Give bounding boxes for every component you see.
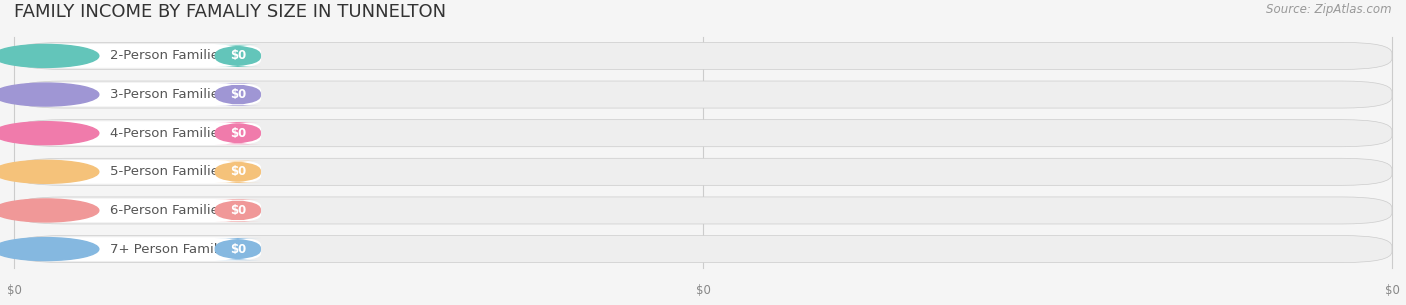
Text: $0: $0 [229, 165, 246, 178]
FancyBboxPatch shape [14, 42, 1392, 70]
Text: $0: $0 [7, 284, 21, 297]
FancyBboxPatch shape [215, 84, 262, 106]
FancyBboxPatch shape [215, 238, 262, 260]
Text: $0: $0 [229, 49, 246, 63]
Circle shape [0, 45, 98, 67]
FancyBboxPatch shape [30, 121, 262, 145]
FancyBboxPatch shape [14, 197, 1392, 224]
Text: FAMILY INCOME BY FAMALIY SIZE IN TUNNELTON: FAMILY INCOME BY FAMALIY SIZE IN TUNNELT… [14, 3, 446, 21]
FancyBboxPatch shape [215, 161, 262, 183]
Circle shape [0, 199, 98, 222]
Text: 7+ Person Families: 7+ Person Families [110, 242, 236, 256]
Text: $0: $0 [696, 284, 710, 297]
Circle shape [0, 83, 98, 106]
Text: $0: $0 [229, 127, 246, 140]
Text: 4-Person Families: 4-Person Families [110, 127, 226, 140]
Text: $0: $0 [229, 88, 246, 101]
Circle shape [0, 122, 98, 145]
Text: 5-Person Families: 5-Person Families [110, 165, 226, 178]
Text: 2-Person Families: 2-Person Families [110, 49, 226, 63]
Text: 6-Person Families: 6-Person Families [110, 204, 226, 217]
FancyBboxPatch shape [14, 235, 1392, 263]
FancyBboxPatch shape [14, 81, 1392, 108]
FancyBboxPatch shape [14, 120, 1392, 147]
Text: $0: $0 [229, 204, 246, 217]
FancyBboxPatch shape [30, 237, 262, 261]
FancyBboxPatch shape [30, 199, 262, 222]
FancyBboxPatch shape [14, 158, 1392, 185]
FancyBboxPatch shape [30, 160, 262, 184]
FancyBboxPatch shape [215, 122, 262, 144]
FancyBboxPatch shape [215, 199, 262, 221]
Text: Source: ZipAtlas.com: Source: ZipAtlas.com [1267, 3, 1392, 16]
Text: $0: $0 [1385, 284, 1399, 297]
Circle shape [0, 160, 98, 183]
Text: 3-Person Families: 3-Person Families [110, 88, 226, 101]
FancyBboxPatch shape [30, 83, 262, 106]
FancyBboxPatch shape [30, 44, 262, 68]
Text: $0: $0 [229, 242, 246, 256]
Circle shape [0, 238, 98, 260]
FancyBboxPatch shape [215, 45, 262, 67]
